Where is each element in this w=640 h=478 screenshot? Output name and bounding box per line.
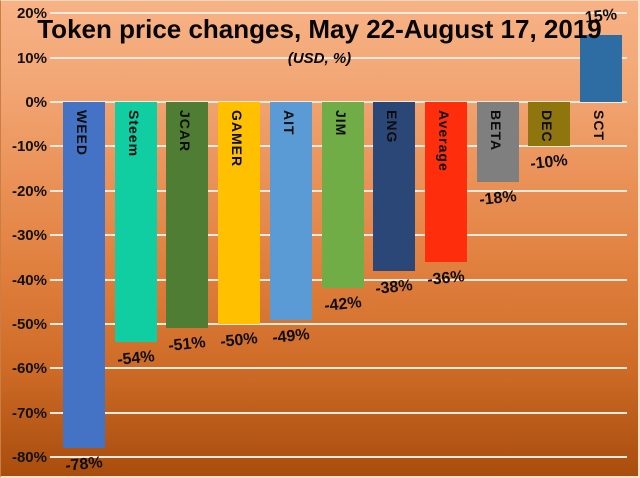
category-label-AIT: AIT [281, 110, 297, 136]
category-label-WEED: WEED [74, 110, 90, 156]
gridline--80% [58, 456, 627, 459]
y-axis-tick [50, 12, 58, 15]
category-label-DEC: DEC [539, 110, 555, 143]
y-axis-tick [50, 411, 58, 414]
bar-JIM [322, 102, 364, 289]
y-axis-tick [50, 101, 58, 103]
y-axis-tick-label: -80% [11, 449, 47, 467]
y-axis-tick-label: -20% [11, 182, 47, 200]
y-axis-tick-label: -40% [11, 271, 47, 289]
bar-AIT [270, 102, 312, 320]
gridline-10% [58, 56, 627, 59]
bar-ENG [373, 102, 415, 271]
category-label-Steem: Steem [126, 110, 142, 158]
category-label-JIM: JIM [333, 110, 349, 137]
chart-title: Token price changes, May 22-August 17, 2… [37, 14, 602, 44]
bar-JCAR [166, 102, 208, 329]
bar-Average [425, 102, 467, 262]
y-axis-tick-label: -10% [11, 138, 47, 156]
bar-DEC [528, 102, 570, 147]
category-label-SCT: SCT [591, 110, 607, 141]
chart-subtitle: (USD, %) [287, 50, 352, 67]
y-axis-tick-label: 20% [16, 5, 47, 23]
y-axis-tick [50, 456, 58, 459]
y-axis-tick [50, 278, 58, 281]
gridline--50% [58, 323, 627, 325]
value-label-DEC: -10% [529, 152, 569, 174]
value-label-Average: -36% [426, 267, 466, 289]
y-axis-tick-label: 10% [16, 49, 47, 67]
bar-GAMER [218, 102, 260, 324]
category-label-ENG: ENG [384, 110, 400, 144]
value-label-AIT: -49% [271, 325, 311, 347]
category-label-JCAR: JCAR [177, 110, 193, 153]
category-label-GAMER: GAMER [229, 110, 245, 168]
bar-SCT [580, 35, 622, 102]
y-axis-tick-label: -50% [11, 316, 47, 333]
y-axis-tick [50, 145, 58, 148]
category-label-BETA: BETA [488, 110, 504, 152]
bar-BETA [477, 102, 519, 182]
y-axis-tick-label: 0% [25, 94, 47, 111]
category-label-Average: Average [436, 110, 452, 172]
gridline--60% [58, 367, 627, 370]
bar-Steem [115, 102, 157, 342]
y-axis-tick-label: -70% [11, 404, 47, 422]
y-axis-tick [50, 323, 58, 325]
gridline--70% [58, 411, 627, 414]
bar-WEED [63, 102, 105, 449]
y-axis-tick [50, 367, 58, 370]
y-axis-tick-label: -30% [11, 227, 47, 245]
y-axis-tick [50, 189, 58, 192]
y-axis-tick [50, 56, 58, 59]
gridline-20% [58, 12, 627, 15]
y-axis-tick [50, 234, 58, 237]
y-axis-tick-label: -60% [11, 360, 47, 378]
